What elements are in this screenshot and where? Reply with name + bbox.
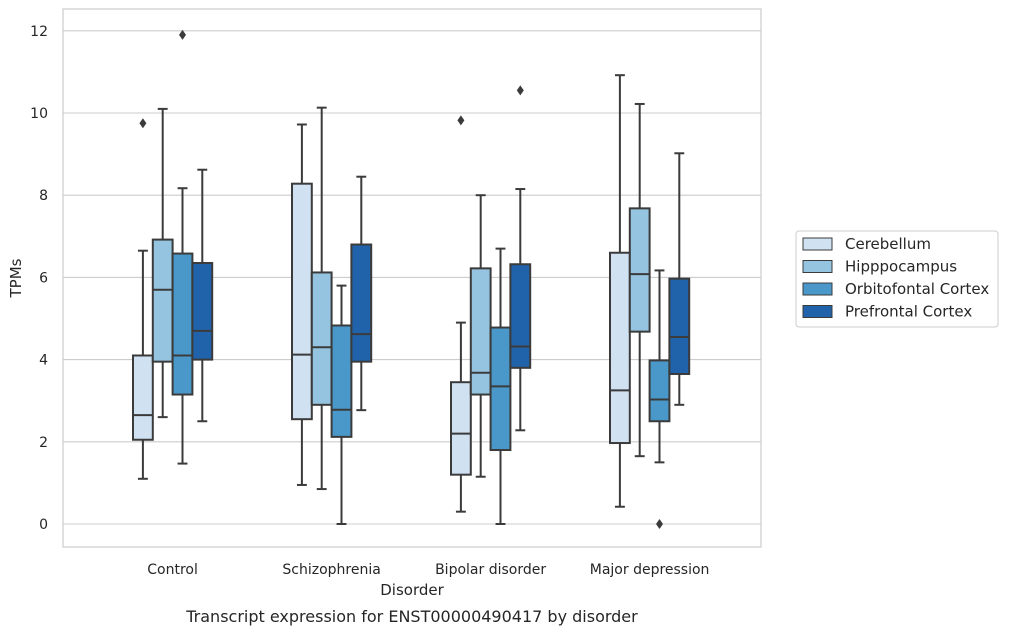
x-tick-label: Major depression	[590, 562, 710, 578]
legend-swatch	[802, 237, 833, 251]
box-group	[628, 102, 651, 458]
x-tick-label: Schizophrenia	[282, 562, 380, 578]
legend-swatch	[802, 282, 833, 296]
box-group	[330, 284, 353, 525]
legend-label: Prefrontal Cortex	[845, 303, 972, 321]
legend: Cerebellum Hipppocampus Orbitofontal Corte…	[795, 230, 999, 328]
box	[330, 324, 353, 438]
box-group	[151, 107, 174, 419]
box	[489, 326, 512, 452]
y-tick-label: 2	[39, 435, 48, 451]
legend-label: Orbitofontal Cortex	[845, 280, 989, 298]
x-tick-label: Control	[147, 562, 198, 578]
box	[171, 252, 194, 396]
y-axis-title: TPMs	[7, 258, 25, 298]
y-tick-label: 12	[30, 24, 48, 40]
outlier-point	[656, 519, 663, 529]
box-group	[668, 152, 691, 406]
box-group	[609, 74, 631, 508]
box	[628, 207, 651, 333]
box	[132, 354, 154, 441]
box-group	[310, 106, 333, 491]
box-group	[648, 269, 671, 529]
box	[668, 277, 691, 375]
box-group	[191, 168, 214, 423]
legend-label: Cerebellum	[845, 235, 931, 253]
outlier-point	[179, 29, 186, 40]
box-group	[291, 123, 313, 486]
box	[310, 271, 333, 406]
y-tick-label: 0	[39, 517, 48, 533]
box-group	[350, 175, 373, 412]
legend-swatch	[802, 305, 833, 318]
box	[648, 359, 671, 423]
x-axis-title: Disorder	[380, 581, 444, 599]
legend-label: Hipppocampus	[845, 258, 957, 276]
box	[469, 267, 492, 396]
outlier-point	[139, 118, 147, 129]
box-group	[450, 115, 472, 513]
box	[291, 182, 313, 421]
legend-swatch	[802, 260, 833, 273]
plot-frame	[62, 8, 762, 548]
box	[509, 263, 532, 369]
y-tick-label: 4	[39, 353, 48, 369]
y-axis-ticks: 0 2 4 6 8 10 12	[30, 24, 48, 533]
box-group	[509, 85, 532, 432]
legend-frame	[795, 230, 999, 328]
y-tick-label: 10	[30, 106, 48, 122]
box-group	[489, 247, 512, 525]
chart-caption: Transcript expression for ENST0000049041…	[185, 607, 638, 626]
box-group	[469, 194, 492, 478]
outlier-point	[457, 115, 465, 126]
box	[350, 243, 373, 363]
outlier-point	[516, 85, 524, 96]
box-group	[132, 118, 154, 480]
y-tick-label: 6	[39, 270, 48, 286]
box	[450, 381, 472, 476]
box	[609, 251, 631, 445]
box-plots	[132, 29, 691, 529]
box	[191, 262, 214, 361]
x-axis-ticks: Control Schizophrenia Bipolar disorder Majo…	[147, 562, 709, 578]
y-tick-label: 8	[39, 188, 48, 204]
x-tick-label: Bipolar disorder	[435, 562, 546, 578]
box	[151, 238, 174, 363]
